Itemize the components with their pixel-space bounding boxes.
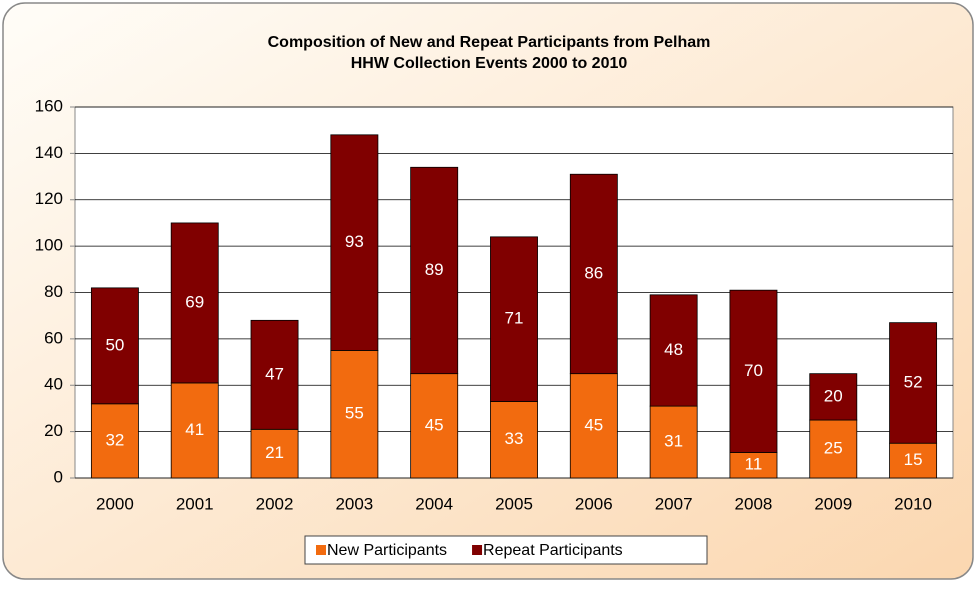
data-label: 32 <box>105 430 124 449</box>
x-tick-label: 2003 <box>335 494 373 513</box>
y-tick-label: 80 <box>44 282 63 301</box>
bar-segment <box>250 428 299 479</box>
bar-segment <box>490 236 538 402</box>
data-label: 70 <box>744 361 763 380</box>
data-label: 55 <box>345 404 364 423</box>
data-label: 52 <box>904 372 923 391</box>
bar-segment <box>569 373 618 479</box>
bar-segment <box>330 134 379 351</box>
y-tick-label: 100 <box>35 236 63 255</box>
bar-segment <box>250 319 299 430</box>
legend-swatch <box>316 545 326 555</box>
data-label: 50 <box>105 335 124 354</box>
data-label: 33 <box>505 429 524 448</box>
legend-box <box>304 535 708 565</box>
x-tick-label: 2008 <box>735 494 773 513</box>
x-tick-label: 2006 <box>575 494 613 513</box>
x-tick-label: 2009 <box>814 494 852 513</box>
bar-segment <box>90 287 139 405</box>
y-tick-label: 40 <box>44 375 63 394</box>
bar-segment <box>649 405 698 479</box>
data-label: 31 <box>664 432 683 451</box>
data-label: 48 <box>664 340 683 359</box>
bar-segment <box>809 419 858 479</box>
data-label: 47 <box>265 364 284 383</box>
data-label: 45 <box>584 415 603 434</box>
chart-subtitle: HHW Collection Events 2000 to 2010 <box>351 55 628 72</box>
legend-label: Repeat Participants <box>483 542 623 559</box>
y-tick-label: 160 <box>35 96 63 115</box>
x-tick-label: 2004 <box>415 494 453 513</box>
x-tick-label: 2001 <box>176 494 214 513</box>
data-label: 93 <box>345 232 364 251</box>
y-tick-label: 140 <box>35 143 63 162</box>
y-tick-label: 20 <box>44 421 63 440</box>
y-tick-label: 60 <box>44 328 63 347</box>
data-label: 45 <box>425 415 444 434</box>
data-label: 41 <box>185 420 204 439</box>
data-label: 21 <box>265 443 284 462</box>
x-tick-label: 2002 <box>256 494 294 513</box>
x-tick-label: 2000 <box>96 494 134 513</box>
data-label: 89 <box>425 260 444 279</box>
chart-title: Composition of New and Repeat Participan… <box>268 34 711 51</box>
bar-segment <box>809 373 858 421</box>
x-tick-label: 2010 <box>894 494 932 513</box>
legend-label: New Participants <box>327 542 447 559</box>
bar-segment <box>729 289 778 453</box>
y-tick-label: 120 <box>35 189 63 208</box>
bar-segment <box>889 322 938 444</box>
data-label: 20 <box>824 386 843 405</box>
bar-segment <box>649 294 698 407</box>
y-tick-label: 0 <box>54 467 63 486</box>
bar-segment <box>569 173 618 375</box>
data-label: 86 <box>584 263 603 282</box>
x-tick-label: 2007 <box>655 494 693 513</box>
data-label: 25 <box>824 439 843 458</box>
bar-segment <box>170 222 219 384</box>
data-label: 69 <box>185 292 204 311</box>
bar-segment <box>330 350 379 479</box>
bar-segment <box>889 442 938 479</box>
x-tick-label: 2005 <box>495 494 533 513</box>
data-label: 71 <box>505 309 524 328</box>
bar-segment <box>410 166 459 375</box>
bar-segment <box>170 382 219 479</box>
data-label: 15 <box>904 450 923 469</box>
legend-swatch <box>472 545 483 555</box>
data-label: 11 <box>745 455 763 474</box>
